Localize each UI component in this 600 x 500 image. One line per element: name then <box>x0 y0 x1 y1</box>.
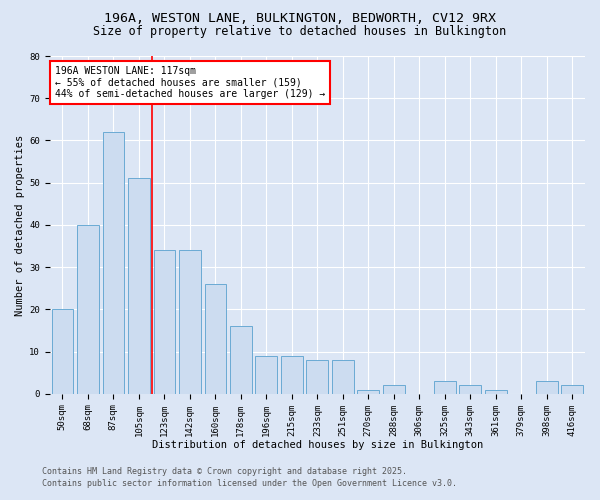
Bar <box>281 356 302 394</box>
Bar <box>460 386 481 394</box>
Bar <box>230 326 251 394</box>
Bar <box>154 250 175 394</box>
Bar <box>434 381 455 394</box>
Bar <box>179 250 200 394</box>
Bar <box>485 390 506 394</box>
Bar <box>52 310 73 394</box>
Bar <box>256 356 277 394</box>
Bar <box>205 284 226 394</box>
Text: Size of property relative to detached houses in Bulkington: Size of property relative to detached ho… <box>94 25 506 38</box>
Bar <box>562 386 583 394</box>
Bar <box>536 381 557 394</box>
Bar <box>77 225 99 394</box>
Text: Contains HM Land Registry data © Crown copyright and database right 2025.
Contai: Contains HM Land Registry data © Crown c… <box>42 466 457 487</box>
Bar <box>307 360 328 394</box>
Y-axis label: Number of detached properties: Number of detached properties <box>15 134 25 316</box>
Text: 196A, WESTON LANE, BULKINGTON, BEDWORTH, CV12 9RX: 196A, WESTON LANE, BULKINGTON, BEDWORTH,… <box>104 12 496 26</box>
Bar <box>128 178 150 394</box>
Bar <box>383 386 404 394</box>
Bar <box>332 360 353 394</box>
Text: 196A WESTON LANE: 117sqm
← 55% of detached houses are smaller (159)
44% of semi-: 196A WESTON LANE: 117sqm ← 55% of detach… <box>55 66 325 100</box>
Bar <box>103 132 124 394</box>
X-axis label: Distribution of detached houses by size in Bulkington: Distribution of detached houses by size … <box>152 440 483 450</box>
Bar <box>358 390 379 394</box>
